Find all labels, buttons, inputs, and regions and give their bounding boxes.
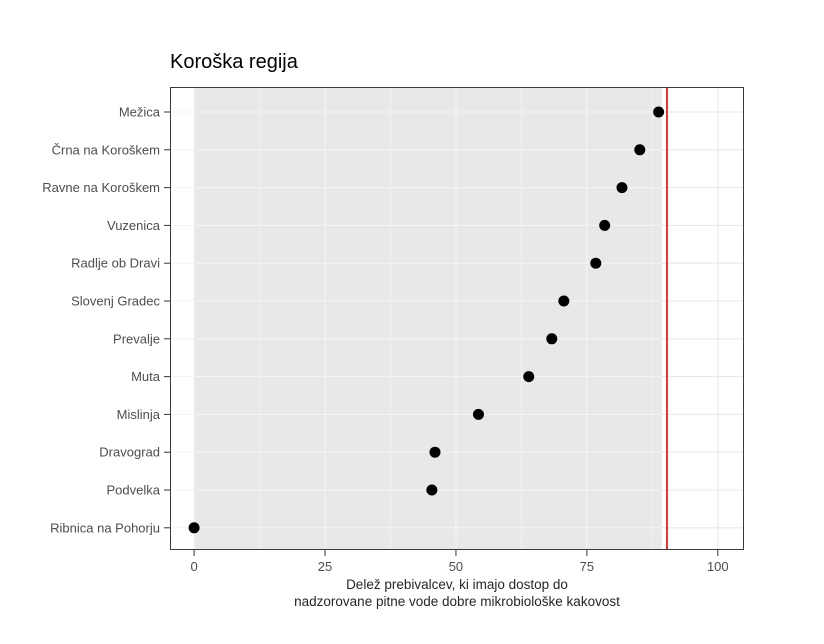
panel-border xyxy=(170,87,744,550)
data-point xyxy=(188,522,200,534)
y-axis-label: Vuzenica xyxy=(107,218,161,233)
chart-title: Koroška regija xyxy=(170,51,298,73)
y-axis-label: Radlje ob Dravi xyxy=(71,256,160,271)
y-axis-label: Ribnica na Pohorju xyxy=(50,520,160,535)
data-point xyxy=(558,295,570,307)
x-axis-tick-label: 50 xyxy=(449,559,463,574)
y-axis-label: Podvelka xyxy=(107,483,161,498)
x-axis-tick-label: 100 xyxy=(707,559,729,574)
data-point xyxy=(429,446,441,458)
y-axis-label: Ravne na Koroškem xyxy=(42,180,160,195)
x-axis-tick-label: 75 xyxy=(580,559,594,574)
y-axis-label: Muta xyxy=(131,369,161,384)
data-point xyxy=(523,371,535,383)
x-axis-title-line1: Delež prebivalcev, ki imajo dostop do xyxy=(346,577,568,592)
y-axis-label: Mežica xyxy=(119,105,161,120)
x-axis-tick-label: 0 xyxy=(190,559,197,574)
data-point xyxy=(426,484,438,496)
y-axis-label: Črna na Koroškem xyxy=(52,142,160,157)
y-axis-label: Prevalje xyxy=(113,331,160,346)
x-axis-title-line2: nadzorovane pitne vode dobre mikrobiološ… xyxy=(294,593,620,609)
y-axis-label: Dravograd xyxy=(99,445,160,460)
y-axis-label: Mislinja xyxy=(117,407,161,422)
data-point xyxy=(599,219,611,231)
data-point xyxy=(472,408,484,420)
x-axis-tick-label: 25 xyxy=(318,559,332,574)
data-point xyxy=(546,333,558,345)
x-axis-title: Delež prebivalcev, ki imajo dostop do na… xyxy=(170,577,744,610)
data-point xyxy=(616,182,628,194)
data-point xyxy=(590,257,602,269)
y-axis-label: Slovenj Gradec xyxy=(71,294,160,309)
data-point xyxy=(653,106,665,118)
data-point xyxy=(634,144,646,156)
highlight-band xyxy=(194,87,662,550)
